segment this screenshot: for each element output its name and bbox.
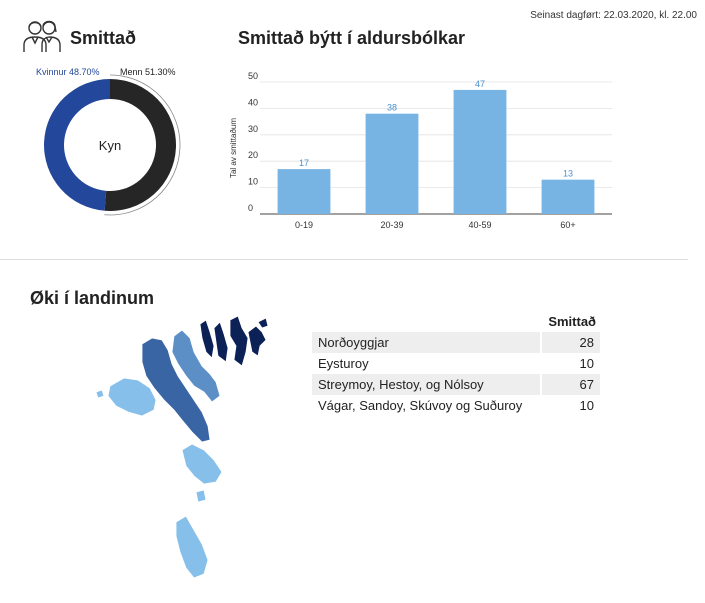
y-tick-label: 30 — [248, 124, 258, 134]
y-tick-label: 40 — [248, 97, 258, 107]
island-vidoy — [247, 325, 267, 357]
y-axis-label: Tal av smittaðum — [229, 118, 238, 178]
bar-40-59 — [453, 89, 507, 214]
island-bordoy — [229, 316, 249, 367]
island-vagar — [107, 377, 157, 417]
infected-title: Smittað — [70, 28, 137, 48]
regions-table-container: Smittað Norðoyggjar 28 Eysturoy 10 Strey… — [312, 311, 600, 416]
island-kunoy — [213, 321, 229, 363]
section-divider — [0, 259, 688, 260]
island-sandoy — [181, 443, 223, 485]
x-tick-label: 20-39 — [380, 220, 403, 230]
island-suduroy — [175, 515, 209, 579]
table-row: Vágar, Sandoy, Skúvoy og Suðuroy 10 — [312, 395, 600, 416]
region-name: Streymoy, Hestoy, og Nólsoy — [312, 374, 542, 395]
map-region-eysturoy — [171, 329, 221, 403]
x-tick-label: 0-19 — [295, 220, 313, 230]
table-row: Eysturoy 10 — [312, 353, 600, 374]
donut-highlight-arc — [104, 74, 181, 216]
bar-value-label: 38 — [387, 103, 397, 113]
region-name: Eysturoy — [318, 356, 369, 371]
age-groups-title: Smittað býtt í aldursbólkar — [238, 28, 466, 48]
y-tick-label: 20 — [248, 150, 258, 160]
gender-donut-chart: Kyn Kvinnur 48.70% Menn 51.30% — [36, 67, 181, 216]
y-tick-label: 10 — [248, 177, 258, 187]
island-svinoy — [257, 317, 269, 329]
y-tick-label: 0 — [248, 203, 253, 213]
regions-table: Smittað Norðoyggjar 28 Eysturoy 10 Strey… — [312, 311, 600, 416]
region-count: 10 — [540, 395, 600, 416]
region-count: 10 — [540, 353, 600, 374]
region-count: 28 — [540, 332, 600, 353]
bar-value-label: 17 — [299, 158, 309, 168]
bar-60+ — [541, 179, 595, 214]
table-row: Streymoy, Hestoy, og Nólsoy 67 — [312, 374, 600, 395]
region-count: 67 — [540, 374, 600, 395]
table-header-row: Smittað — [312, 311, 600, 332]
map-region-nordoyggjar — [199, 316, 269, 367]
x-tick-label: 40-59 — [468, 220, 491, 230]
donut-label-men: Menn 51.30% — [120, 67, 176, 77]
table-row: Norðoyggjar 28 — [312, 332, 600, 353]
faroe-islands-map — [95, 316, 269, 579]
island-skuvoy — [195, 489, 207, 503]
map-region-south — [95, 377, 223, 579]
donut-slice-0 — [44, 78, 110, 211]
regions-title: Øki í landinum — [30, 288, 155, 308]
bar-value-label: 47 — [475, 79, 485, 89]
bar-20-39 — [365, 113, 419, 214]
column-header-infected: Smittað — [548, 314, 596, 329]
island-mykines — [95, 389, 105, 399]
bar-0-19 — [277, 169, 331, 214]
region-name: Vágar, Sandoy, Skúvoy og Suðuroy — [318, 398, 523, 413]
donut-slice-1 — [104, 78, 176, 211]
people-icon — [23, 20, 61, 52]
age-groups-bar-chart: 0 10 20 30 40 50 Tal av smittaðum 17 0-19 38 20-39… — [229, 71, 612, 230]
donut-center-label: Kyn — [99, 138, 121, 153]
x-tick-label: 60+ — [560, 220, 575, 230]
last-updated: Seinast dagført: 22.03.2020, kl. 22.00 — [530, 10, 697, 21]
map-region-streymoy — [141, 337, 211, 443]
region-name: Norðoyggjar — [312, 332, 542, 353]
donut-label-women: Kvinnur 48.70% — [36, 67, 100, 77]
bar-value-label: 13 — [563, 169, 573, 179]
y-tick-label: 50 — [248, 71, 258, 81]
island-kalsoy — [199, 319, 215, 359]
